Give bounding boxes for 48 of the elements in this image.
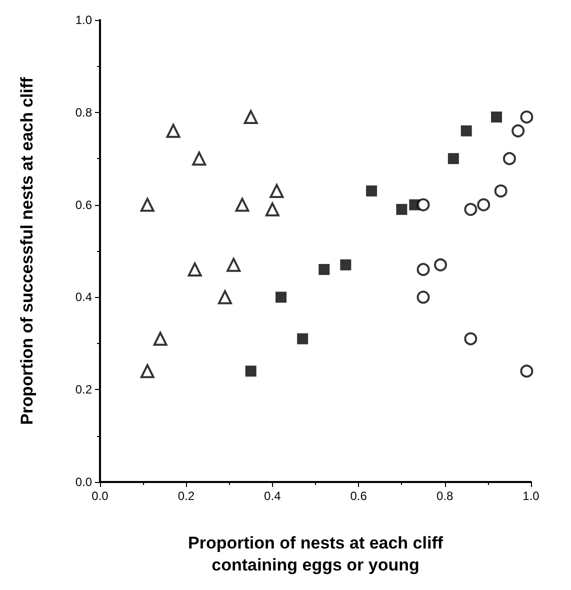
point (477, 198, 490, 212)
point (140, 198, 154, 212)
point (434, 258, 447, 272)
y-tick-label: 0.0 (75, 475, 92, 489)
x-tick-label: 0.4 (264, 489, 282, 503)
point (416, 262, 430, 276)
y-tick-label: 1.0 (75, 13, 92, 27)
point (276, 292, 287, 303)
point (396, 204, 408, 215)
y-tick-label: 0.6 (75, 198, 92, 212)
point (448, 153, 459, 164)
point (366, 185, 378, 196)
point (502, 152, 516, 166)
y-tick-label: 0.4 (75, 290, 92, 304)
point (340, 259, 352, 270)
point (265, 202, 280, 216)
point (235, 198, 250, 212)
y-tick-label: 0.8 (75, 105, 92, 120)
x-tick-label: 0.6 (350, 489, 368, 503)
point (460, 125, 472, 136)
point (140, 364, 154, 378)
point (494, 184, 508, 198)
point (245, 366, 256, 377)
point (297, 333, 308, 344)
point (520, 364, 534, 378)
x-tick-label: 0.2 (178, 489, 195, 503)
point (192, 152, 206, 166)
point (464, 202, 478, 216)
y-axis-title: Proportion of successful nests at each cliff (18, 76, 36, 425)
point (512, 124, 525, 138)
point (226, 258, 241, 272)
x-axis-title: Proportion of nests at each cliff containing eggs or young (188, 534, 444, 574)
point (270, 184, 284, 198)
point (416, 290, 430, 304)
point (416, 198, 430, 212)
point (153, 332, 168, 346)
point (244, 110, 258, 124)
x-tick-label: 0.0 (92, 489, 109, 503)
y-tick-label: 0.2 (75, 382, 92, 397)
x-tick-label: 0.8 (436, 489, 454, 503)
point (464, 332, 478, 346)
point (491, 112, 502, 123)
point (520, 110, 534, 124)
point (166, 124, 180, 138)
point (318, 264, 330, 275)
point (218, 290, 232, 304)
point (188, 262, 202, 276)
x-tick-label: 1.0 (522, 489, 540, 503)
